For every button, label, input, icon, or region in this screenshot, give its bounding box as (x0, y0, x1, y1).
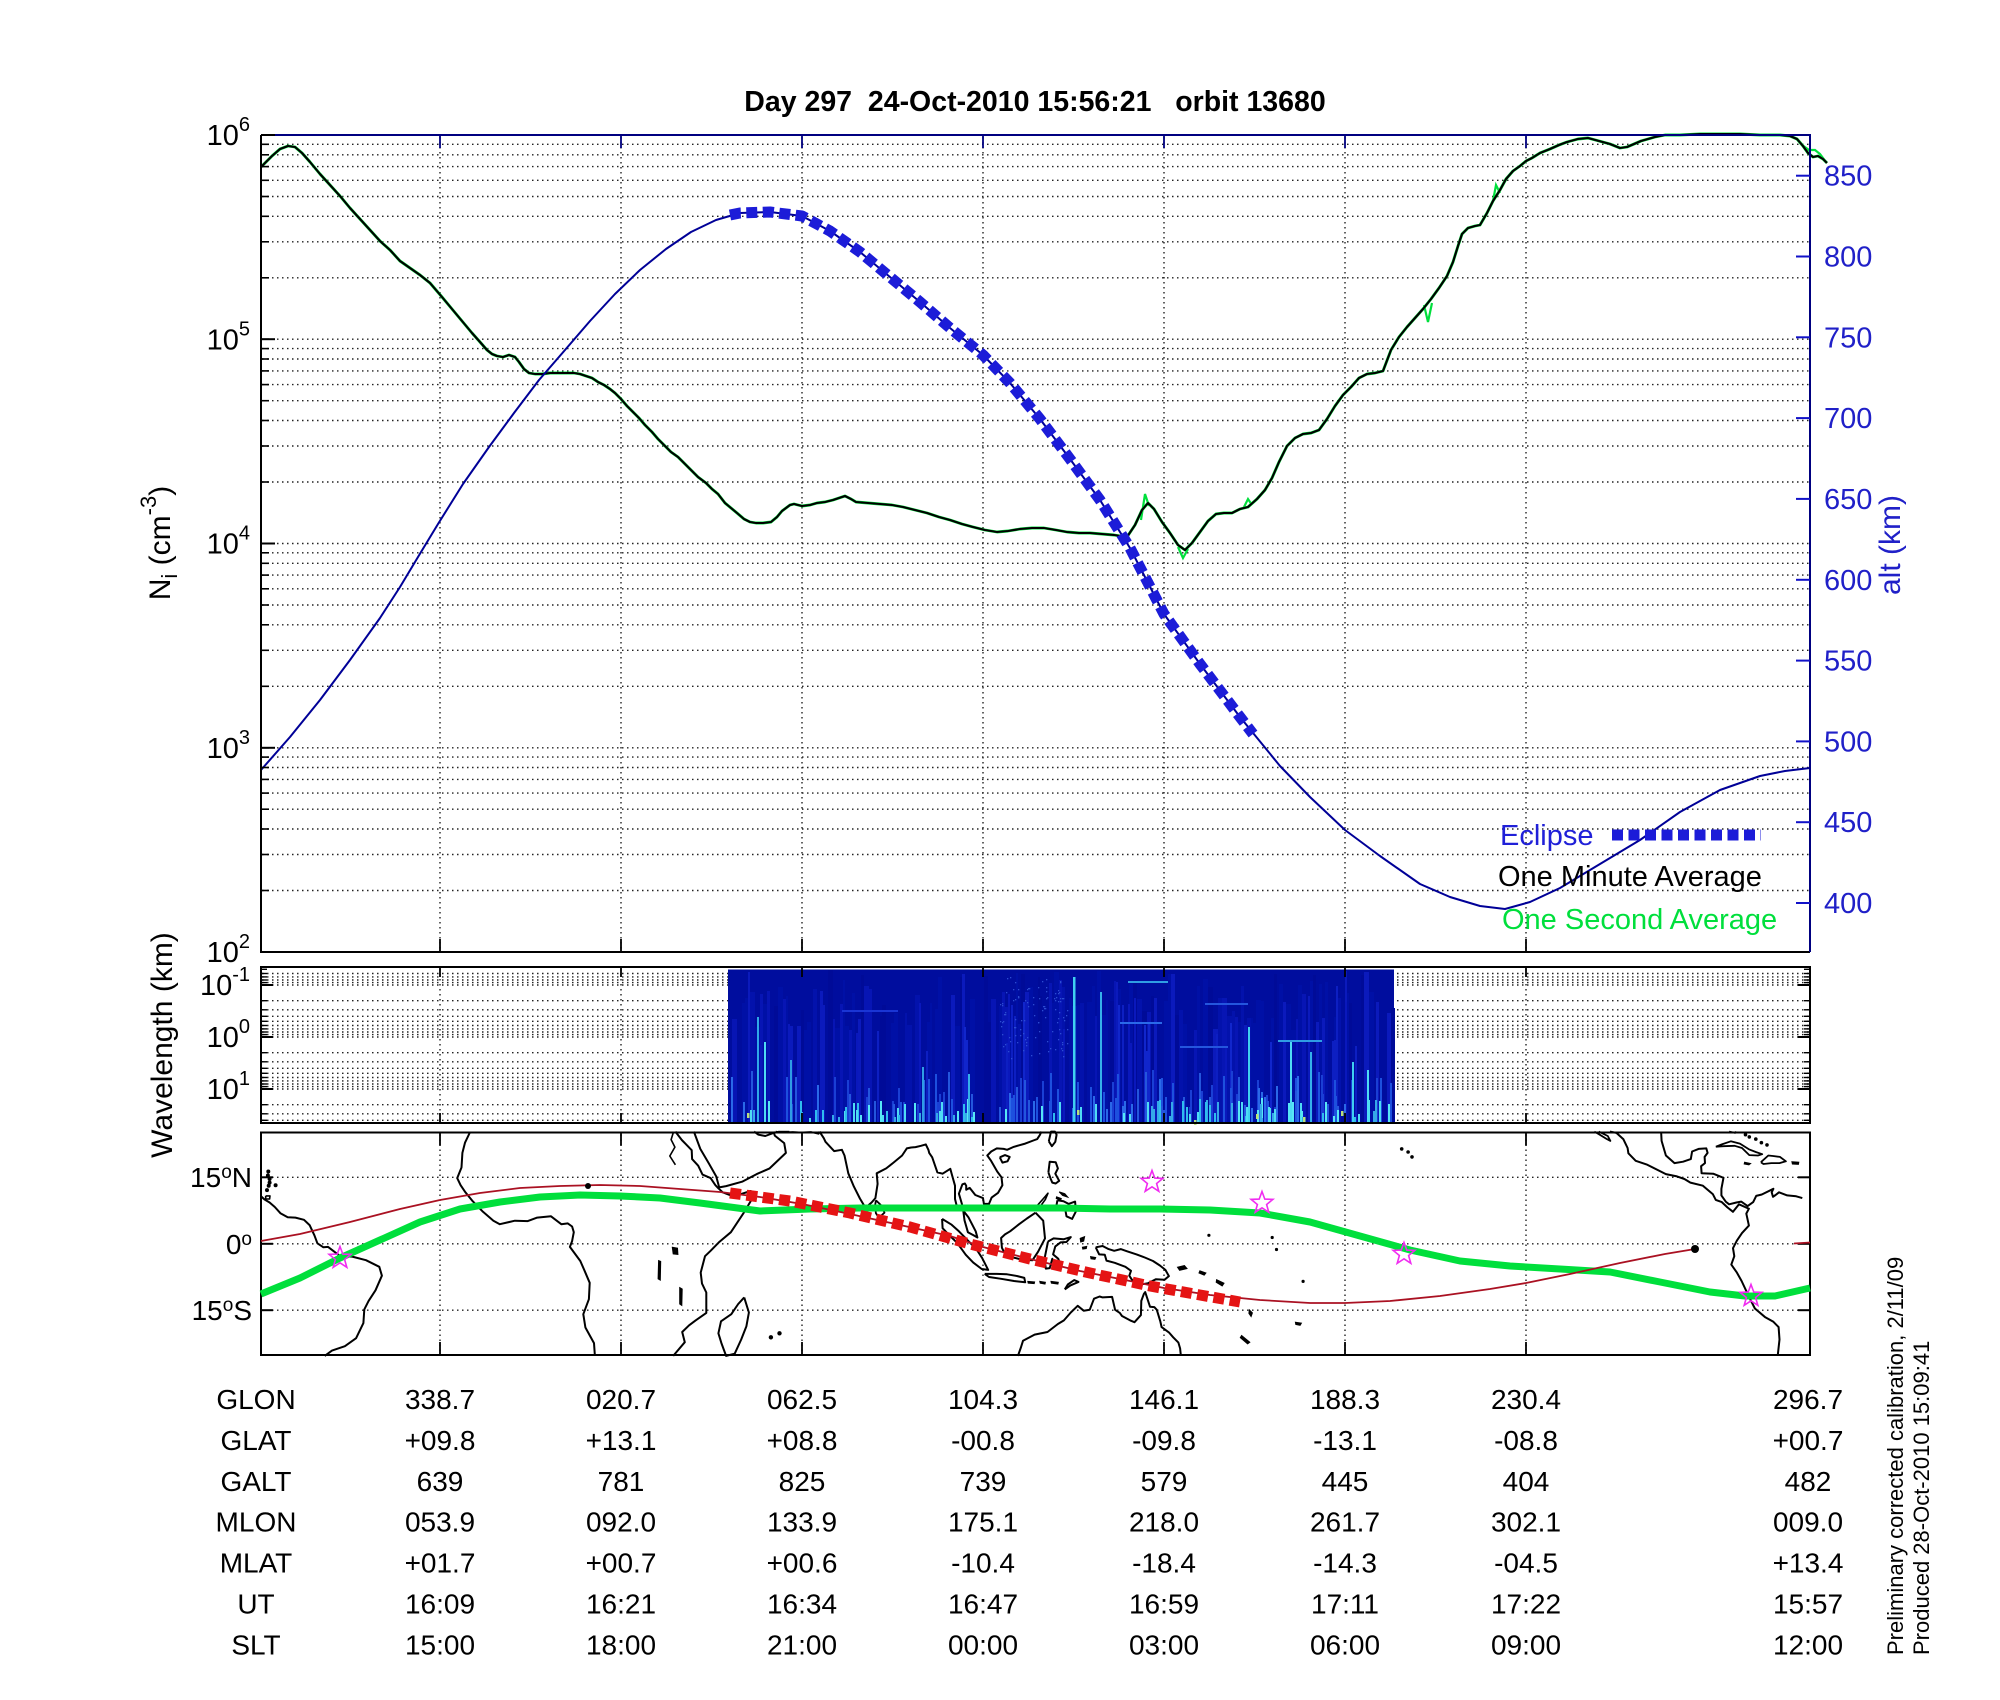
svg-text:062.5: 062.5 (767, 1384, 837, 1415)
svg-text:445: 445 (1322, 1466, 1369, 1497)
svg-text:700: 700 (1824, 403, 1872, 435)
svg-text:-10.4: -10.4 (951, 1548, 1015, 1579)
svg-text:Eclipse: Eclipse (1500, 820, 1594, 852)
svg-text:639: 639 (417, 1466, 464, 1497)
svg-text:053.9: 053.9 (405, 1507, 475, 1538)
svg-text:579: 579 (1141, 1466, 1188, 1497)
svg-text:104.3: 104.3 (948, 1384, 1018, 1415)
svg-text:261.7: 261.7 (1310, 1507, 1380, 1538)
svg-text:GLON: GLON (216, 1384, 295, 1415)
svg-text:296.7: 296.7 (1773, 1384, 1843, 1415)
svg-text:175.1: 175.1 (948, 1507, 1018, 1538)
svg-text:781: 781 (598, 1466, 645, 1497)
svg-text:16:59: 16:59 (1129, 1589, 1199, 1620)
svg-text:850: 850 (1824, 161, 1872, 193)
svg-text:15:00: 15:00 (405, 1629, 475, 1660)
svg-text:+01.7: +01.7 (405, 1548, 476, 1579)
svg-text:+13.4: +13.4 (1773, 1548, 1844, 1579)
svg-text:-18.4: -18.4 (1132, 1548, 1196, 1579)
svg-text:600: 600 (1824, 565, 1872, 597)
svg-text:06:00: 06:00 (1310, 1629, 1380, 1660)
svg-text:One Second Average: One Second Average (1502, 904, 1777, 936)
svg-text:-00.8: -00.8 (951, 1425, 1015, 1456)
svg-text:188.3: 188.3 (1310, 1384, 1380, 1415)
svg-text:-04.5: -04.5 (1494, 1548, 1558, 1579)
svg-text:16:09: 16:09 (405, 1589, 475, 1620)
svg-text:650: 650 (1824, 484, 1872, 516)
svg-text:133.9: 133.9 (767, 1507, 837, 1538)
svg-text:21:00: 21:00 (767, 1629, 837, 1660)
svg-text:MLON: MLON (216, 1507, 297, 1538)
svg-text:17:22: 17:22 (1491, 1589, 1561, 1620)
svg-text:16:34: 16:34 (767, 1589, 837, 1620)
svg-text:+09.8: +09.8 (405, 1425, 476, 1456)
svg-text:-09.8: -09.8 (1132, 1425, 1196, 1456)
svg-text:Preliminary corrected calibrat: Preliminary corrected calibration, 2/11/… (1883, 1257, 1908, 1655)
svg-text:-13.1: -13.1 (1313, 1425, 1377, 1456)
svg-text:-14.3: -14.3 (1313, 1548, 1377, 1579)
svg-text:alt (km): alt (km) (1874, 495, 1907, 595)
svg-text:104: 104 (207, 523, 250, 561)
svg-text:One Minute Average: One Minute Average (1498, 861, 1762, 893)
svg-text:16:47: 16:47 (948, 1589, 1018, 1620)
svg-text:404: 404 (1503, 1466, 1550, 1497)
svg-text:302.1: 302.1 (1491, 1507, 1561, 1538)
svg-text:338.7: 338.7 (405, 1384, 475, 1415)
svg-text:800: 800 (1824, 242, 1872, 274)
svg-text:18:00: 18:00 (586, 1629, 656, 1660)
svg-text:15:57: 15:57 (1773, 1589, 1843, 1620)
svg-text:16:21: 16:21 (586, 1589, 656, 1620)
svg-text:12:00: 12:00 (1773, 1629, 1843, 1660)
svg-text:17:11: 17:11 (1311, 1589, 1379, 1620)
svg-text:009.0: 009.0 (1773, 1507, 1843, 1538)
svg-text:092.0: 092.0 (586, 1507, 656, 1538)
svg-text:00:00: 00:00 (948, 1629, 1018, 1660)
svg-text:750: 750 (1824, 322, 1872, 354)
svg-text:+00.7: +00.7 (1773, 1425, 1844, 1456)
svg-text:230.4: 230.4 (1491, 1384, 1561, 1415)
svg-text:450: 450 (1824, 807, 1872, 839)
svg-text:+13.1: +13.1 (586, 1425, 657, 1456)
svg-text:+00.6: +00.6 (767, 1548, 838, 1579)
svg-text:+00.7: +00.7 (586, 1548, 657, 1579)
svg-text:GLAT: GLAT (220, 1425, 291, 1456)
svg-text:-08.8: -08.8 (1494, 1425, 1558, 1456)
svg-text:550: 550 (1824, 646, 1872, 678)
svg-text:UT: UT (237, 1589, 274, 1620)
svg-text:739: 739 (960, 1466, 1007, 1497)
svg-text:GALT: GALT (220, 1466, 291, 1497)
svg-text:15oS: 15oS (192, 1295, 252, 1326)
svg-text:482: 482 (1785, 1466, 1832, 1497)
svg-text:15oN: 15oN (190, 1162, 252, 1193)
svg-text:400: 400 (1824, 888, 1872, 920)
svg-text:500: 500 (1824, 726, 1872, 758)
svg-text:825: 825 (779, 1466, 826, 1497)
svg-text:MLAT: MLAT (220, 1548, 293, 1579)
svg-text:03:00: 03:00 (1129, 1629, 1199, 1660)
svg-text:218.0: 218.0 (1129, 1507, 1199, 1538)
svg-text:SLT: SLT (231, 1629, 280, 1660)
svg-text:Day 297 24-Oct-2010 15:56:21: Day 297 24-Oct-2010 15:56:21 orbit 13680 (744, 86, 1325, 118)
svg-text:Wavelength (km): Wavelength (km) (146, 932, 179, 1158)
svg-text:020.7: 020.7 (586, 1384, 656, 1415)
svg-text:+08.8: +08.8 (767, 1425, 838, 1456)
svg-text:09:00: 09:00 (1491, 1629, 1561, 1660)
svg-text:146.1: 146.1 (1129, 1384, 1199, 1415)
svg-text:106: 106 (207, 114, 250, 152)
svg-text:Produced 28-Oct-2010 15:09:41: Produced 28-Oct-2010 15:09:41 (1909, 1341, 1934, 1655)
